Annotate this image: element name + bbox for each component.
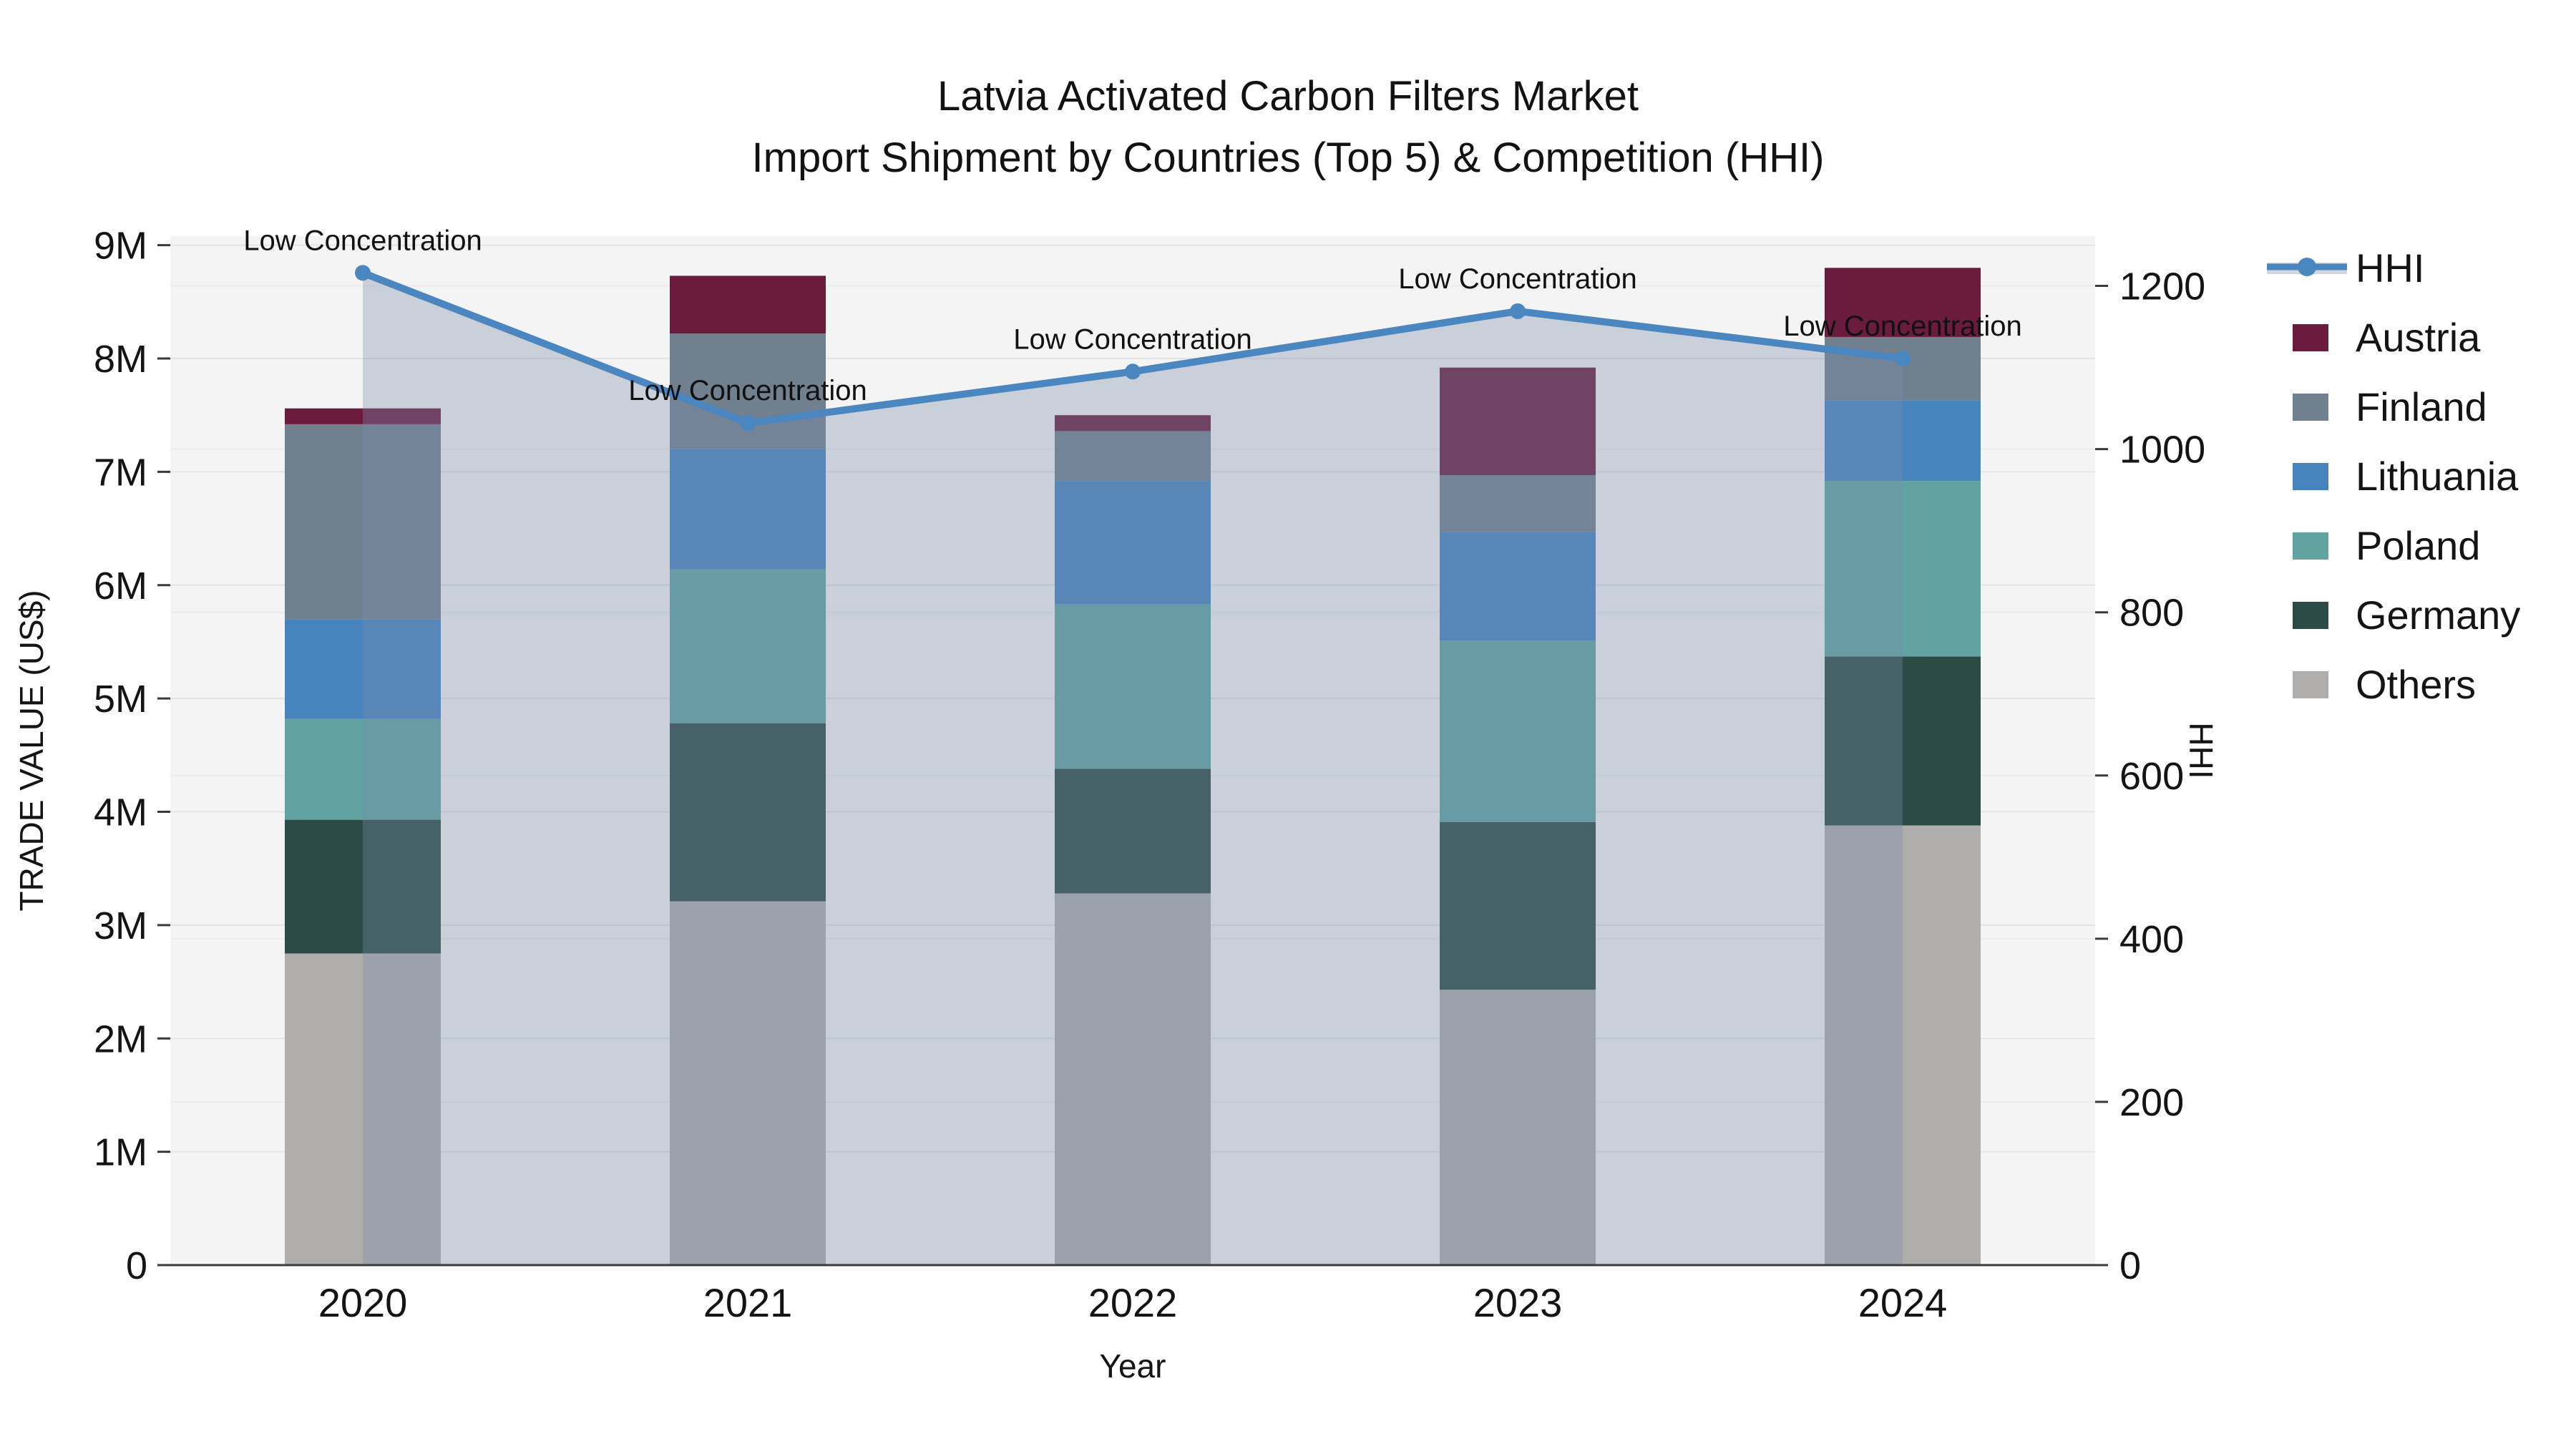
bar-segment-2024-poland[interactable] — [1825, 481, 1981, 657]
legend-swatch-germany — [2293, 602, 2328, 629]
left-tick-label-9M: 9M — [94, 225, 147, 268]
left-tick-label-6M: 6M — [94, 565, 147, 608]
bar-segment-2020-finland[interactable] — [285, 424, 441, 620]
hhi-marker-2022[interactable] — [1125, 364, 1141, 380]
right-tick-label-1000: 1000 — [2119, 429, 2205, 472]
legend-swatch-lithuania — [2293, 463, 2328, 490]
bar-segment-2020-germany[interactable] — [285, 819, 441, 954]
bar-segment-2023-finland[interactable] — [1440, 475, 1596, 532]
bar-segment-2024-finland[interactable] — [1825, 336, 1981, 401]
hhi-marker-2021[interactable] — [740, 415, 756, 431]
legend-label-others[interactable]: Others — [2356, 662, 2476, 707]
bar-segment-2020-lithuania[interactable] — [285, 619, 441, 719]
bar-segment-2020-poland[interactable] — [285, 718, 441, 820]
x-tick-label-2022: 2022 — [1088, 1280, 1178, 1325]
legend-label-austria[interactable]: Austria — [2356, 315, 2481, 360]
annotation-2023: Low Concentration — [1398, 263, 1637, 295]
annotation-2020: Low Concentration — [243, 225, 482, 256]
left-tick-label-2M: 2M — [94, 1018, 147, 1060]
right-tick-label-0: 0 — [2119, 1244, 2141, 1287]
legend-hhi-marker — [2298, 258, 2316, 276]
annotation-2021: Low Concentration — [628, 375, 867, 406]
left-tick-label-0: 0 — [126, 1244, 147, 1287]
left-tick-label-1M: 1M — [94, 1131, 147, 1174]
bar-segment-2024-germany[interactable] — [1825, 656, 1981, 826]
bar-segment-2023-others[interactable] — [1440, 990, 1596, 1265]
x-tick-label-2024: 2024 — [1858, 1280, 1948, 1325]
chart-title-line1: Latvia Activated Carbon Filters Market — [937, 73, 1639, 119]
legend-swatch-finland — [2293, 394, 2328, 421]
left-tick-label-3M: 3M — [94, 904, 147, 947]
bar-segment-2023-lithuania[interactable] — [1440, 532, 1596, 641]
left-tick-label-8M: 8M — [94, 338, 147, 381]
left-tick-label-4M: 4M — [94, 791, 147, 834]
bar-segment-2022-finland[interactable] — [1055, 431, 1211, 482]
x-axis-title: Year — [1100, 1347, 1166, 1385]
bar-segment-2020-austria[interactable] — [285, 408, 441, 424]
bar-segment-2021-others[interactable] — [670, 901, 826, 1265]
legend-label-germany[interactable]: Germany — [2356, 592, 2520, 638]
legend-label-lithuania[interactable]: Lithuania — [2356, 454, 2519, 499]
bar-segment-2022-germany[interactable] — [1055, 769, 1211, 894]
bar-segment-2024-others[interactable] — [1825, 825, 1981, 1265]
bar-segment-2020-others[interactable] — [285, 953, 441, 1265]
bar-segment-2023-poland[interactable] — [1440, 640, 1596, 822]
hhi-marker-2023[interactable] — [1510, 303, 1526, 319]
right-tick-label-200: 200 — [2119, 1081, 2184, 1124]
hhi-marker-2020[interactable] — [355, 265, 371, 281]
legend-swatch-austria — [2293, 324, 2328, 351]
right-axis-title: HHI — [2182, 722, 2220, 779]
legend-label-hhi[interactable]: HHI — [2356, 245, 2424, 291]
bar-segment-2024-lithuania[interactable] — [1825, 400, 1981, 482]
chart-title: Latvia Activated Carbon Filters Market I… — [0, 66, 2576, 189]
annotation-2024: Low Concentration — [1783, 311, 2022, 342]
left-tick-label-7M: 7M — [94, 451, 147, 494]
legend-swatch-poland — [2293, 532, 2328, 560]
bar-segment-2022-austria[interactable] — [1055, 415, 1211, 431]
x-tick-label-2021: 2021 — [703, 1280, 793, 1325]
bar-segment-2022-lithuania[interactable] — [1055, 481, 1211, 605]
bar-segment-2022-poland[interactable] — [1055, 604, 1211, 769]
hhi-marker-2024[interactable] — [1895, 351, 1911, 367]
legend-swatch-others — [2293, 671, 2328, 698]
bar-segment-2021-lithuania[interactable] — [670, 449, 826, 570]
bar-segment-2024-austria[interactable] — [1825, 268, 1981, 337]
bar-segment-2021-germany[interactable] — [670, 723, 826, 902]
x-tick-label-2020: 2020 — [318, 1280, 408, 1325]
annotation-2022: Low Concentration — [1013, 323, 1252, 355]
hhi-area-fill — [363, 273, 1903, 1265]
bar-segment-2021-poland[interactable] — [670, 569, 826, 723]
chart-title-line2: Import Shipment by Countries (Top 5) & C… — [751, 135, 1825, 181]
left-tick-label-5M: 5M — [94, 678, 147, 721]
right-tick-label-600: 600 — [2119, 755, 2184, 798]
bar-segment-2021-austria[interactable] — [670, 275, 826, 334]
bar-segment-2023-austria[interactable] — [1440, 367, 1596, 476]
legend-label-poland[interactable]: Poland — [2356, 523, 2480, 568]
right-tick-label-800: 800 — [2119, 592, 2184, 635]
bar-segment-2023-germany[interactable] — [1440, 821, 1596, 990]
x-tick-label-2023: 2023 — [1473, 1280, 1563, 1325]
left-axis-title: TRADE VALUE (US$) — [13, 590, 50, 911]
legend-label-finland[interactable]: Finland — [2356, 384, 2487, 429]
bar-segment-2022-others[interactable] — [1055, 893, 1211, 1265]
right-tick-label-1200: 1200 — [2119, 265, 2205, 308]
right-tick-label-400: 400 — [2119, 918, 2184, 961]
